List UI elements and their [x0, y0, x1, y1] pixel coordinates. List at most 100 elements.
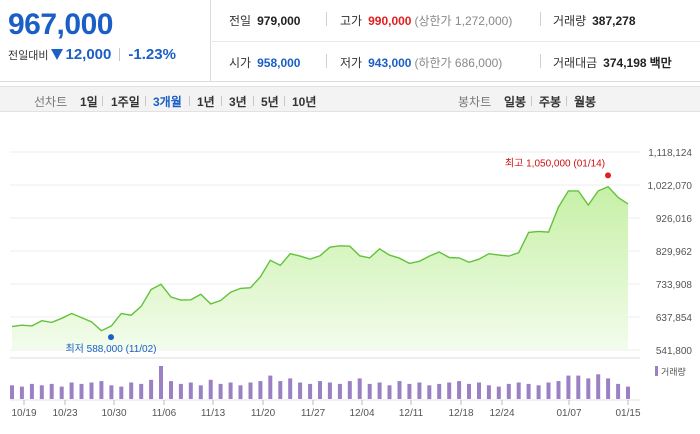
- volume-bar: [298, 382, 303, 399]
- volume-bar: [149, 379, 154, 400]
- divider: [531, 96, 532, 106]
- x-tick-label: 10/30: [101, 408, 126, 419]
- quote-header: 967,000 전일대비 12,000 -1.23% 전일 979,000 고가…: [0, 0, 700, 82]
- volume-bar: [318, 381, 322, 399]
- x-tick-label: 12/18: [448, 408, 473, 419]
- tab-monthly-candle[interactable]: 월봉: [574, 95, 597, 109]
- volume-bar: [39, 385, 44, 400]
- volume-bar: [457, 381, 462, 399]
- volume-bar: [288, 378, 293, 399]
- divider: [102, 96, 103, 106]
- volume-bar: [427, 385, 432, 400]
- row-divider: [212, 41, 700, 42]
- down-triangle-icon: [51, 49, 64, 60]
- volume-bar: [616, 383, 621, 399]
- tab-1year[interactable]: 1년: [197, 95, 215, 109]
- tab-1day[interactable]: 1일: [80, 95, 98, 109]
- volume-bar: [417, 382, 422, 399]
- volume-bar: [477, 382, 481, 399]
- tab-1week[interactable]: 1주일: [111, 95, 140, 109]
- price-summary: 967,000 전일대비 12,000 -1.23%: [0, 0, 211, 82]
- volume-bar: [198, 385, 203, 400]
- volume-bar: [208, 379, 213, 400]
- volume-bar: [89, 382, 94, 399]
- divider: [540, 54, 541, 68]
- price-area: [12, 186, 628, 350]
- volume-bar: [447, 382, 452, 399]
- volume-bar: [516, 382, 521, 399]
- divider: [189, 96, 190, 106]
- y-tick-label: 637,854: [656, 313, 693, 324]
- stat-label: 고가: [340, 14, 363, 28]
- stat-unit: 백만: [649, 56, 672, 70]
- stat-label: 저가: [340, 56, 363, 70]
- x-tick-label: 11/13: [201, 408, 226, 419]
- y-tick-label: 541,800: [656, 346, 693, 357]
- tab-3years[interactable]: 3년: [229, 95, 247, 109]
- stat-label: 거래량: [553, 14, 587, 28]
- upper-limit: (상한가 1,272,000): [414, 14, 513, 28]
- volume-bar: [308, 383, 313, 399]
- y-tick-label: 829,962: [656, 247, 693, 258]
- volume-bar: [397, 381, 402, 399]
- volume-bar: [178, 383, 183, 399]
- divider: [253, 96, 254, 106]
- x-tick-label: 01/15: [615, 408, 640, 419]
- stat-label: 전일: [229, 14, 252, 28]
- volume-bar: [586, 378, 591, 399]
- volume-bar: [139, 383, 144, 399]
- price-change: 전일대비 12,000 -1.23%: [8, 46, 176, 63]
- divider: [221, 96, 222, 106]
- divider: [145, 96, 146, 106]
- chart-period-tabs: 선차트 1일 1주일 3개월 1년 3년 5년 10년 봉차트 일봉 주봉 월봉: [0, 86, 700, 112]
- volume-bar: [486, 385, 491, 400]
- x-tick-label: 11/20: [251, 408, 276, 419]
- volume-bar: [278, 381, 283, 399]
- volume-bar: [129, 382, 134, 399]
- x-tick-label: 11/06: [152, 408, 177, 419]
- x-tick-label: 12/04: [349, 408, 374, 419]
- tab-daily-candle[interactable]: 일봉: [504, 95, 527, 109]
- stat-label: 거래대금: [553, 56, 598, 70]
- divider: [326, 12, 327, 26]
- volume-bar: [327, 382, 332, 399]
- volume-bar: [248, 382, 253, 399]
- stat-low: 저가 943,000 (하한가 686,000): [340, 54, 502, 71]
- x-tick-label: 12/11: [399, 408, 424, 419]
- max-label: 최고 1,050,000 (01/14): [505, 157, 605, 169]
- volume-bar: [347, 381, 352, 399]
- stat-amount: 거래대금 374,198 백만: [553, 54, 672, 71]
- tab-10years[interactable]: 10년: [292, 95, 317, 109]
- volume-bar: [437, 383, 442, 399]
- tab-weekly-candle[interactable]: 주봉: [539, 95, 562, 109]
- volume-bar: [387, 385, 392, 400]
- volume-bar: [119, 386, 124, 399]
- y-tick-label: 1,022,070: [648, 181, 693, 192]
- tab-3months[interactable]: 3개월: [153, 95, 182, 109]
- x-tick-label: 01/07: [556, 408, 581, 419]
- volume-bar: [228, 382, 233, 399]
- stat-prev-close: 전일 979,000: [229, 12, 300, 29]
- volume-bar: [59, 386, 64, 399]
- divider: [540, 12, 541, 26]
- volume-bar: [10, 385, 14, 400]
- volume-bar: [99, 381, 104, 399]
- min-marker: [108, 334, 114, 341]
- lower-limit: (하한가 686,000): [414, 56, 503, 70]
- volume-bar: [506, 383, 511, 399]
- volume-bar: [357, 378, 362, 399]
- x-tick-label: 12/24: [489, 408, 514, 419]
- tab-5years[interactable]: 5년: [261, 95, 279, 109]
- volume-bar: [407, 383, 412, 399]
- volume-bar: [576, 375, 581, 399]
- stat-value: 979,000: [257, 14, 301, 28]
- volume-bar: [109, 385, 114, 400]
- volume-bar: [49, 383, 54, 399]
- volume-bar: [596, 374, 601, 400]
- stat-open: 시가 958,000: [229, 54, 300, 71]
- change-label: 전일대비: [8, 49, 49, 62]
- stat-volume: 거래량 387,278: [553, 12, 636, 29]
- y-tick-label: 1,118,124: [648, 148, 692, 159]
- stat-value: 990,000: [368, 14, 412, 28]
